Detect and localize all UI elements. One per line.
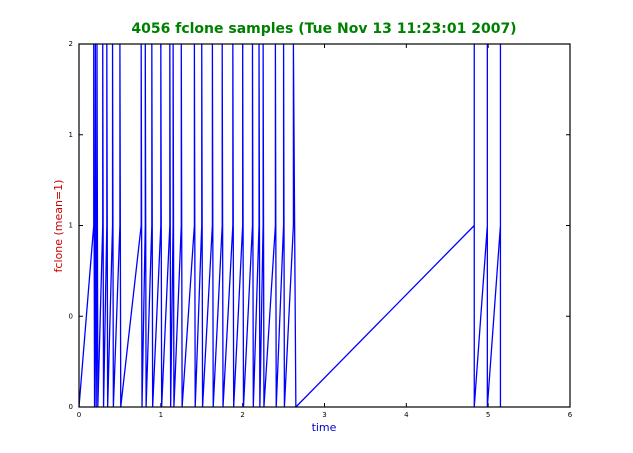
x-tick-label: 6 xyxy=(568,411,573,419)
y-tick-label: 1 xyxy=(69,131,73,139)
x-tick-label: 5 xyxy=(486,411,490,419)
y-axis-label: fclone (mean=1) xyxy=(52,180,65,273)
y-tick-label: 0 xyxy=(69,312,73,320)
x-tick-label: 4 xyxy=(404,411,409,419)
x-tick-label: 0 xyxy=(77,411,81,419)
y-tick-label: 1 xyxy=(69,222,73,230)
y-tick-label: 2 xyxy=(69,40,73,48)
x-tick-label: 1 xyxy=(159,411,163,419)
x-tick-label: 2 xyxy=(240,411,244,419)
chart-title: 4056 fclone samples (Tue Nov 13 11:23:01… xyxy=(131,21,516,37)
data-line xyxy=(78,43,502,408)
plot-frame xyxy=(78,43,571,408)
y-tick-label: 0 xyxy=(69,403,73,411)
x-tick-label: 3 xyxy=(322,411,326,419)
x-axis-label: time xyxy=(312,421,337,434)
